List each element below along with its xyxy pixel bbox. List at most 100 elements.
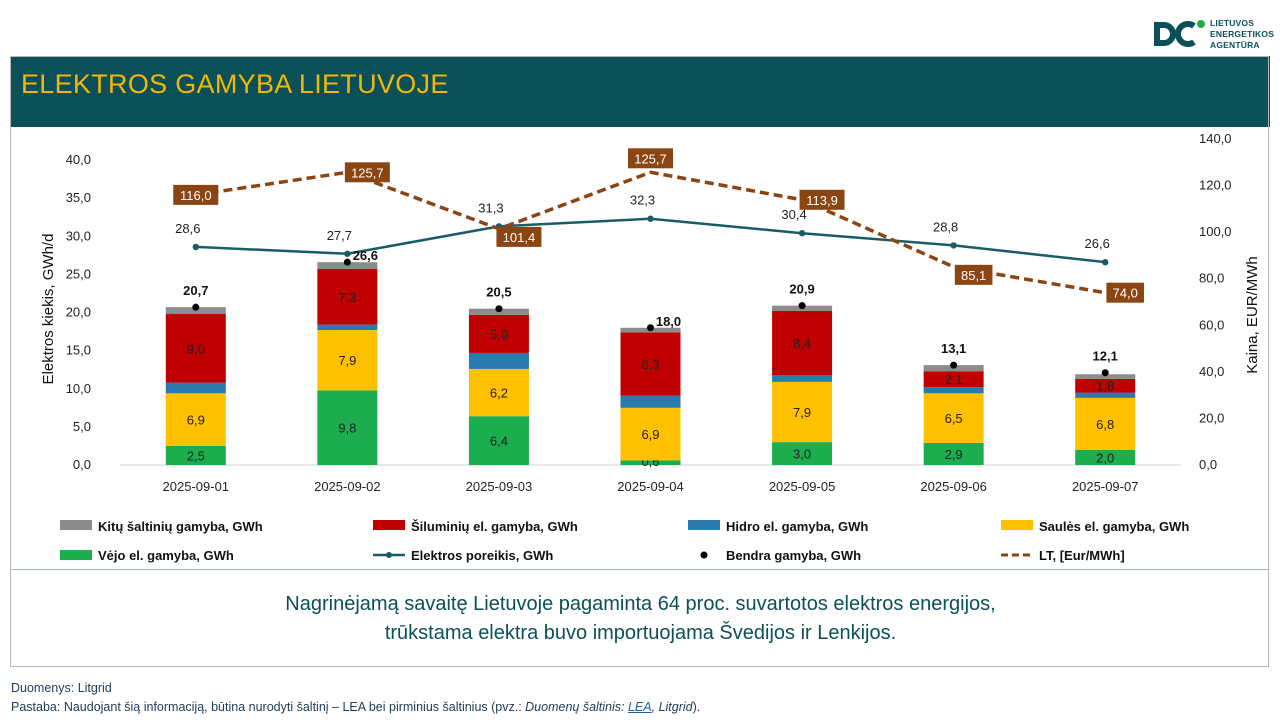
y-left-tick-label: 0,0: [73, 457, 91, 472]
price-line: [195, 170, 1106, 295]
price-label-box: [628, 148, 673, 169]
y-left-tick-label: 20,0: [66, 305, 91, 320]
x-tick-label: 2025-09-04: [617, 479, 684, 494]
legend-swatch-saules: [1001, 520, 1033, 530]
bar-label-vejo: 3,0: [793, 447, 811, 462]
legend-marker-bendra: [700, 551, 708, 559]
bar-label-siluminiu: 5,0: [490, 327, 508, 342]
x-tick-label: 2025-09-01: [163, 479, 230, 494]
page-title: ELEKTROS GAMYBA LIETUVOJE: [21, 69, 449, 99]
bar-saules: [165, 393, 226, 446]
legend-marker-poreikis: [386, 552, 392, 558]
summary-text: Nagrinėjamą savaitę Lietuvoje pagaminta …: [11, 590, 1270, 648]
price-label-box: [954, 264, 993, 285]
lea-logo: LIETUVOS ENERGETIKOS AGENTŪRA: [1150, 14, 1274, 54]
bar-hidro: [620, 395, 681, 408]
demand-point: [1102, 258, 1109, 266]
bar-siluminiu: [1075, 378, 1136, 393]
bar-siluminiu: [468, 314, 529, 353]
bar-label-saules: 6,8: [1096, 417, 1114, 432]
y-axis-left-ticks: 0,0 5,0 10,0 15,0 20,0 25,0 30,0 35,0 40,0: [66, 152, 91, 472]
summary-line-1: Nagrinėjamą savaitę Lietuvoje pagaminta …: [285, 593, 996, 615]
bar-label-siluminiu: 1,8: [1096, 379, 1114, 394]
y-right-tick-label: 120,0: [1199, 178, 1232, 193]
bar-vejo: [923, 442, 984, 465]
price-label-box: [799, 189, 845, 210]
bar-label-saules: 6,9: [187, 413, 205, 428]
y-right-tick-label: 40,0: [1199, 364, 1224, 379]
price-label: 125,7: [634, 151, 667, 166]
bar-vejo: [772, 442, 833, 465]
total-label: 20,9: [789, 282, 814, 297]
legend-label-lt-price: LT, [Eur/MWh]: [1039, 548, 1125, 563]
demand-label: 32,3: [630, 193, 655, 208]
y-axis-left-title: Elektros kiekis, GWh/d: [40, 234, 57, 385]
price-label: 74,0: [1113, 286, 1138, 301]
bar-label-siluminiu: 9,0: [187, 341, 205, 356]
bar-label-vejo: 2,5: [187, 448, 205, 463]
bar-siluminiu: [317, 269, 378, 325]
bar-vejo: [1075, 449, 1136, 465]
x-tick-label: 2025-09-05: [769, 479, 836, 494]
y-axis-right-ticks: 0,0 20,0 40,0 60,0 80,0 100,0 120,0 140,0: [1199, 131, 1232, 472]
bar-saules: [1075, 397, 1136, 450]
total-point: [343, 258, 351, 266]
bar-kitu: [1075, 374, 1136, 379]
logo-line-3: AGENTŪRA: [1210, 40, 1260, 50]
bar-vejo: [620, 460, 681, 465]
bar-hidro: [923, 387, 984, 394]
stacked-bars: 2,56,99,09,87,97,36,46,25,00,66,98,33,07…: [165, 262, 1136, 469]
bar-hidro: [1075, 392, 1136, 398]
y-left-tick-label: 40,0: [66, 152, 91, 167]
bar-vejo: [317, 390, 378, 465]
y-right-tick-label: 140,0: [1199, 131, 1232, 146]
demand-label: 28,6: [175, 221, 200, 236]
legend-label-hidro: Hidro el. gamyba, GWh: [726, 519, 868, 534]
bar-hidro: [165, 382, 226, 394]
total-label: 12,1: [1093, 349, 1118, 364]
bar-label-saules: 6,5: [945, 411, 963, 426]
total-label: 26,6: [353, 248, 378, 263]
demand-label: 31,3: [478, 200, 503, 215]
demand-label: 28,8: [933, 219, 958, 234]
demand-point: [647, 215, 654, 222]
bar-label-saules: 6,9: [641, 427, 659, 442]
bar-hidro: [468, 352, 529, 369]
y-left-tick-label: 5,0: [73, 419, 91, 434]
bar-vejo: [468, 416, 529, 465]
bar-saules: [620, 407, 681, 461]
total-point: [647, 324, 654, 332]
section-divider: [11, 569, 1270, 570]
bar-label-siluminiu: 7,3: [338, 290, 356, 305]
footer-note-prefix: Pastaba: Naudojant šią informaciją, būti…: [11, 700, 526, 714]
bar-label-vejo: 6,4: [490, 434, 508, 449]
lea-logo-icon: [1154, 20, 1205, 47]
footer: Duomenys: Litgrid Pastaba: Naudojant šią…: [11, 679, 700, 717]
logo-line-2: ENERGETIKOS: [1210, 29, 1275, 39]
legend-label-vejo: Vėjo el. gamyba, GWh: [98, 548, 234, 563]
y-left-tick-label: 30,0: [66, 228, 91, 243]
legend-label-kitu: Kitų šaltinių gamyba, GWh: [98, 519, 263, 534]
bar-label-saules: 7,9: [338, 353, 356, 368]
legend-label-saules: Saulės el. gamyba, GWh: [1039, 519, 1189, 534]
legend-swatch-siluminiu: [373, 520, 405, 530]
footer-lea-link[interactable]: LEA: [627, 700, 652, 714]
total-label: 20,7: [183, 283, 208, 298]
total-point: [798, 302, 806, 310]
y-right-tick-label: 60,0: [1199, 317, 1224, 332]
y-left-tick-label: 25,0: [66, 266, 91, 281]
legend-swatch-kitu: [60, 520, 92, 530]
x-tick-label: 2025-09-03: [466, 479, 533, 494]
bar-siluminiu: [923, 371, 984, 388]
total-label: 18,0: [656, 314, 681, 329]
total-label: 20,5: [486, 285, 511, 300]
bar-saules: [317, 330, 378, 391]
total-label: 13,1: [941, 341, 966, 356]
demand-label: 27,7: [327, 228, 352, 243]
price-label-box: [1106, 282, 1145, 303]
bar-label-saules: 7,9: [793, 405, 811, 420]
bar-label-siluminiu: 8,3: [641, 357, 659, 372]
bar-hidro: [772, 375, 833, 382]
y-right-tick-label: 80,0: [1199, 271, 1224, 286]
bar-label-vejo: 2,9: [945, 447, 963, 462]
